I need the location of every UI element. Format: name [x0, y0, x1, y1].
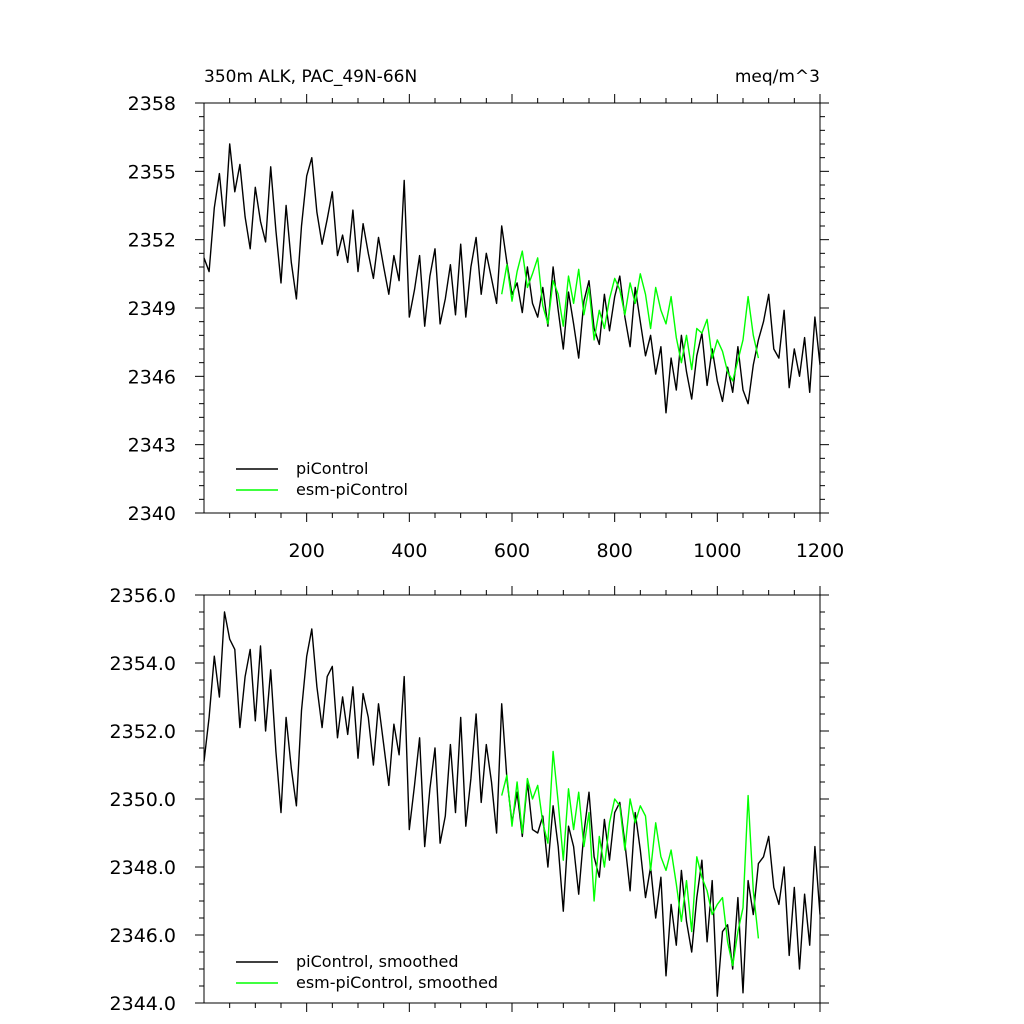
legend-label-esm-picontrol-smoothed: esm-piControl, smoothed [296, 973, 498, 992]
y-tick-label: 2349 [128, 298, 176, 320]
top-plot-series [203, 143, 821, 414]
y-tick-label: 2348.0 [110, 857, 176, 879]
y-tick-label: 2355 [128, 161, 176, 183]
x-tick-label: 800 [597, 540, 633, 562]
legend-label-picontrol: piControl [296, 459, 368, 478]
y-tick-label: 2346 [128, 366, 176, 388]
bottom-legend: piControl, smoothed esm-piControl, smoot… [236, 952, 498, 992]
top-legend: piControl esm-piControl [236, 459, 408, 499]
x-tick-label: 600 [494, 540, 530, 562]
top-plot-ticks: 200 400 600 800 1000 1200 2340 2343 2346 2349 2352… [128, 93, 845, 562]
chart-title: 350m ALK, PAC_49N-66N [204, 67, 417, 87]
series-line-esm-picontrol-smoothed [501, 750, 760, 967]
x-tick-label: 400 [391, 540, 427, 562]
y-tick-label: 2343 [128, 435, 176, 457]
y-tick-label: 2358 [128, 93, 176, 115]
top-plot-frame [203, 102, 821, 514]
x-tick-label: 1200 [796, 540, 844, 562]
x-tick-label: 200 [289, 540, 325, 562]
bottom-panel: 2344.0 2346.0 2348.0 2350.0 2352.0 2354.0 2356… [110, 585, 829, 1015]
series-line-picontrol [203, 143, 821, 414]
y-tick-label: 2344.0 [110, 993, 176, 1015]
x-tick-label: 1000 [693, 540, 741, 562]
series-line-esm-picontrol [501, 250, 760, 382]
legend-label-esm-picontrol: esm-piControl [296, 480, 408, 499]
chart-units: meq/m^3 [735, 67, 820, 87]
y-tick-label: 2346.0 [110, 925, 176, 947]
y-tick-label: 2356.0 [110, 585, 176, 607]
bottom-plot-ticks: 2344.0 2346.0 2348.0 2350.0 2352.0 2354.0 2356… [110, 585, 829, 1015]
y-tick-label: 2350.0 [110, 789, 176, 811]
y-tick-label: 2340 [128, 503, 176, 525]
y-tick-label: 2352.0 [110, 721, 176, 743]
bottom-plot-series [203, 611, 821, 997]
legend-label-picontrol-smoothed: piControl, smoothed [296, 952, 459, 971]
top-panel: 350m ALK, PAC_49N-66N meq/m^3 200 400 600 8… [128, 67, 845, 562]
y-tick-label: 2354.0 [110, 653, 176, 675]
y-tick-label: 2352 [128, 230, 176, 252]
